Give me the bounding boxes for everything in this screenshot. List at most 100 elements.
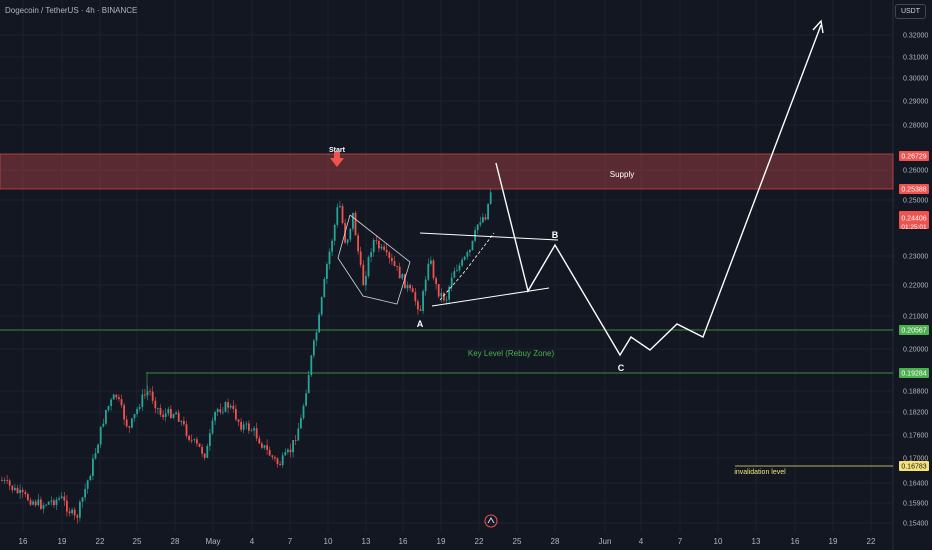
candle-body xyxy=(406,284,409,289)
candle-body xyxy=(89,475,92,481)
invalidation-label: invalidation level xyxy=(734,469,786,476)
candle-body xyxy=(232,405,235,409)
candle-body xyxy=(242,424,245,430)
candle-body xyxy=(37,499,40,506)
candle-body xyxy=(313,340,315,356)
candle-body xyxy=(479,222,482,225)
candle-body xyxy=(354,212,357,236)
candle-body xyxy=(172,414,175,418)
candle-body xyxy=(430,260,432,264)
candle-body xyxy=(47,501,50,505)
currency-button[interactable]: USDT xyxy=(894,4,926,19)
candle-body xyxy=(258,438,261,444)
candle-body xyxy=(357,235,359,252)
candle-body xyxy=(125,419,128,427)
time-tick-label: 22 xyxy=(96,537,105,546)
candle-body xyxy=(380,246,383,249)
start-label: Start xyxy=(329,147,346,154)
candle-body xyxy=(453,270,456,278)
candle-body xyxy=(102,423,105,427)
wedge-top xyxy=(419,232,559,241)
projection-arrowhead xyxy=(812,19,824,34)
candle-body xyxy=(3,480,6,481)
time-tick-label: 25 xyxy=(513,537,522,546)
candle-body xyxy=(45,504,47,506)
tradingview-logo-icon xyxy=(484,514,498,528)
candle-body xyxy=(349,228,352,240)
candle-body xyxy=(383,246,385,250)
candle-body xyxy=(11,485,14,491)
candle-body xyxy=(40,499,42,509)
candle-body xyxy=(487,203,489,220)
candle-body xyxy=(378,240,380,249)
candle-body xyxy=(107,405,110,410)
candle-body xyxy=(287,449,289,453)
time-tick-label: 13 xyxy=(752,537,761,546)
candle-body xyxy=(393,261,396,266)
candle-body xyxy=(255,428,258,439)
candle-body xyxy=(432,260,435,279)
candle-body xyxy=(359,251,362,265)
price-tag xyxy=(899,151,929,161)
candle-body xyxy=(110,399,112,406)
candle-body xyxy=(328,251,331,265)
candle-body xyxy=(318,314,320,333)
candle-body xyxy=(146,391,149,395)
candle-body xyxy=(320,297,323,315)
candle-body xyxy=(263,445,266,448)
candle-body xyxy=(352,212,354,229)
candles xyxy=(1,188,492,524)
candle-body xyxy=(201,446,203,454)
candle-body xyxy=(99,426,102,445)
price-tick-label: 0.26000 xyxy=(903,168,928,175)
time-tick-label: 4 xyxy=(639,537,644,546)
candle-body xyxy=(55,499,58,506)
candle-body xyxy=(6,480,8,481)
candle-body xyxy=(154,400,157,409)
price-axis: 0.32000 0.31000 0.30000 0.29000 0.28000 0.260… xyxy=(903,33,928,528)
candle-body xyxy=(16,487,19,494)
candle-body xyxy=(292,440,294,453)
price-tag xyxy=(899,461,929,471)
candle-body xyxy=(365,276,367,286)
candle-body xyxy=(248,423,250,431)
price-tick-label: 0.29000 xyxy=(903,99,928,106)
price-tick-label: 0.22000 xyxy=(903,283,928,290)
candle-body xyxy=(84,488,86,498)
price-tick-label: 0.31000 xyxy=(903,55,928,62)
price-tick-label: 0.28000 xyxy=(903,123,928,130)
candle-body xyxy=(219,409,222,413)
projection-path xyxy=(495,24,822,357)
price-tag-value: 0.19284 xyxy=(901,371,926,378)
time-tick-label: 7 xyxy=(678,537,683,546)
price-tag-value: 0.25388 xyxy=(901,187,926,194)
time-tick-label: 13 xyxy=(362,537,371,546)
candle-body xyxy=(240,421,242,430)
candle-body xyxy=(284,452,287,456)
candle-body xyxy=(471,240,474,250)
candle-body xyxy=(211,420,214,434)
time-tick-label: 7 xyxy=(288,537,293,546)
candle-body xyxy=(157,408,159,409)
candle-body xyxy=(81,497,84,502)
candle-body xyxy=(281,455,284,466)
candle-body xyxy=(167,409,170,414)
candle-body xyxy=(133,414,136,419)
candle-body xyxy=(484,217,487,220)
candle-body xyxy=(315,332,318,341)
candle-body xyxy=(227,402,229,408)
candle-body xyxy=(323,279,326,298)
price-tick-label: 0.30000 xyxy=(903,76,928,83)
candle-body xyxy=(448,286,450,300)
candle-body xyxy=(271,455,274,458)
candle-body xyxy=(162,414,164,418)
candle-body xyxy=(450,277,453,287)
candle-body xyxy=(261,443,263,448)
candle-body xyxy=(388,252,391,258)
time-tick-label: 19 xyxy=(829,537,838,546)
price-tag xyxy=(899,325,929,335)
supply-zone xyxy=(0,153,894,190)
candle-body xyxy=(209,433,211,446)
price-tick-label: 0.21000 xyxy=(903,314,928,321)
